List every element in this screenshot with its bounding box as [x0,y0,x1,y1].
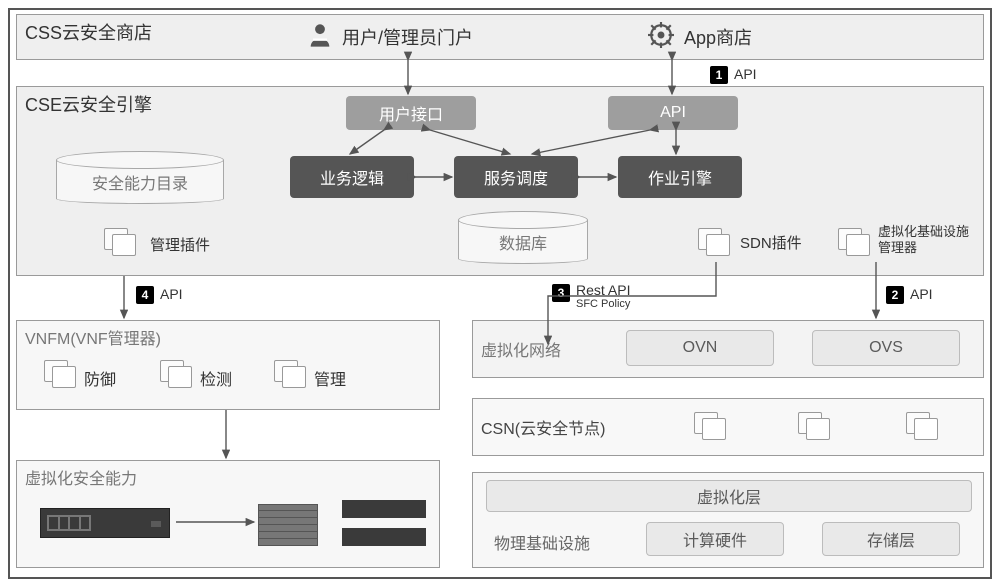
badge-4-label: API [160,286,183,302]
csn-nodes-3 [906,412,940,442]
csn-nodes-2 [798,412,832,442]
bar-1 [342,500,426,518]
bar-2 [342,528,426,546]
badge-3-sub: SFC Policy [576,298,630,310]
badge-2: 2 [886,286,904,304]
mgmt-plugin-icon [104,228,138,258]
vnfm-b-icon [160,360,194,390]
ovn-box: OVN [626,330,774,366]
vsec-title: 虚拟化安全能力 [25,471,137,488]
css-store-box: CSS云安全商店 [16,14,984,60]
phy-label: 物理基础设施 [494,530,590,554]
api-box: API [608,96,738,130]
badge-3: 3 [552,284,570,302]
csn-title: CSN(云安全节点) [481,421,605,438]
ovs-box: OVS [812,330,960,366]
badge-1: 1 [710,66,728,84]
brick-icon [258,504,318,546]
db-cylinder: 数据库 [458,220,588,264]
user-interface-box: 用户接口 [346,96,476,130]
rack-icon [40,508,170,538]
vnfm-a-label: 防御 [84,366,116,390]
vnfm-title: VNFM(VNF管理器) [25,331,161,348]
vnfm-b-label: 检测 [200,366,232,390]
vlayer-box: 虚拟化层 [486,480,972,512]
job-box: 作业引擎 [618,156,742,198]
storage-box: 存储层 [822,522,960,556]
vnfm-box: VNFM(VNF管理器) [16,320,440,410]
catalog-cylinder: 安全能力目录 [56,160,224,204]
biz-box: 业务逻辑 [290,156,414,198]
user-admin-icon [306,20,334,50]
appstore-label: App商店 [684,24,752,50]
badge-4: 4 [136,286,154,304]
sched-box: 服务调度 [454,156,578,198]
vim-label: 虚拟化基础设施管理器 [878,224,978,255]
sdn-plugin-label: SDN插件 [740,232,802,253]
badge-2-label: API [910,286,933,302]
sdn-plugin-icon [698,228,732,258]
hw-box: 计算硬件 [646,522,784,556]
portal-label: 用户/管理员门户 [342,24,473,50]
mgmt-plugin-label: 管理插件 [150,234,210,255]
csn-nodes-1 [694,412,728,442]
gear-icon [648,22,674,48]
vnfm-c-icon [274,360,308,390]
diagram-frame: CSS云安全商店 用户/管理员门户 App商店 1 API CSE云安全引擎 用… [8,8,992,579]
vnet-title: 虚拟化网络 [481,343,561,360]
cse-title: CSE云安全引擎 [25,95,152,115]
badge-1-label: API [734,66,757,82]
css-store-title: CSS云安全商店 [25,23,152,43]
vim-icon [838,228,872,258]
vnfm-a-icon [44,360,78,390]
badge-3-label: Rest API [576,282,630,298]
vnfm-c-label: 管理 [314,366,346,390]
